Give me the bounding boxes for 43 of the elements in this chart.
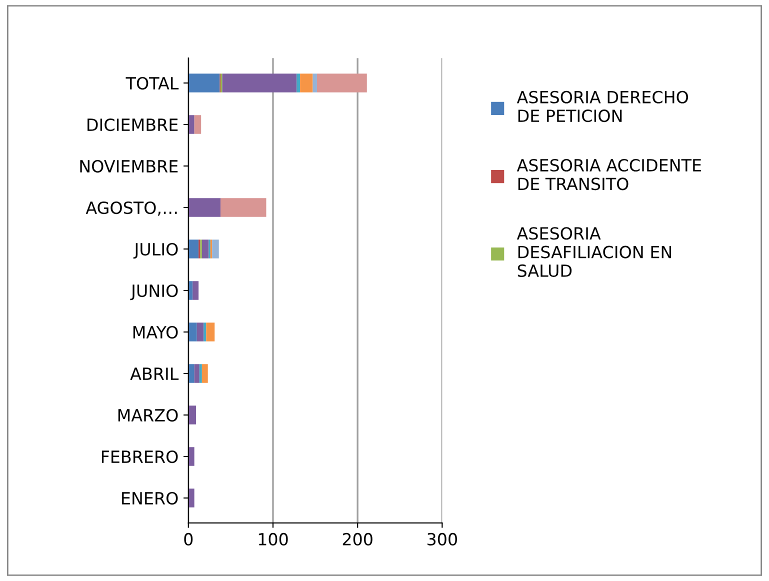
bar	[188, 322, 197, 342]
bar	[212, 240, 219, 258]
bar	[194, 115, 202, 134]
bar	[202, 240, 209, 258]
bar	[188, 74, 220, 92]
legend-label: ASESORIA DESAFILIACION EN SALUD	[516, 227, 672, 278]
bar	[188, 198, 221, 217]
bar	[192, 281, 199, 300]
bar	[316, 74, 367, 92]
bar	[300, 74, 313, 92]
bar	[220, 198, 266, 217]
legend-label: ASESORIA DERECHO DE PETICION	[516, 90, 688, 122]
bar	[188, 240, 199, 258]
x-tick-label: 300	[428, 532, 457, 546]
bar	[199, 364, 202, 383]
x-tick-label: 200	[342, 532, 372, 546]
y-tick-label: MARZO	[118, 408, 178, 422]
bar	[202, 364, 208, 383]
y-tick-label: ENERO	[122, 492, 178, 505]
bar	[188, 406, 196, 424]
y-tick-label: JUNIO	[130, 284, 178, 300]
bar	[206, 322, 215, 342]
bar	[194, 364, 200, 383]
bar	[196, 322, 204, 342]
x-tick-label: 100	[258, 532, 288, 546]
x-tick-label: 0	[184, 532, 193, 546]
bar	[312, 74, 317, 92]
bar	[204, 322, 206, 342]
bar	[188, 364, 194, 383]
y-tick-label: AGOSTO,…	[86, 201, 177, 216]
y-tick-label: ABRIL	[130, 368, 179, 380]
y-tick-label: NOVIEMBRE	[80, 160, 178, 173]
bar	[188, 447, 194, 466]
bar	[222, 74, 297, 92]
bar	[188, 488, 194, 508]
legend-label: ASESORIA ACCIDENTE DE TRANSITO	[516, 158, 701, 190]
y-tick-label: DICIEMBRE	[88, 118, 178, 132]
y-tick-label: JULIO	[133, 242, 178, 259]
bar	[296, 74, 300, 92]
y-tick-label: MAYO	[133, 326, 178, 339]
y-tick-label: FEBRERO	[102, 450, 178, 464]
y-tick-label: TOTAL	[126, 76, 179, 90]
bar	[188, 115, 194, 134]
